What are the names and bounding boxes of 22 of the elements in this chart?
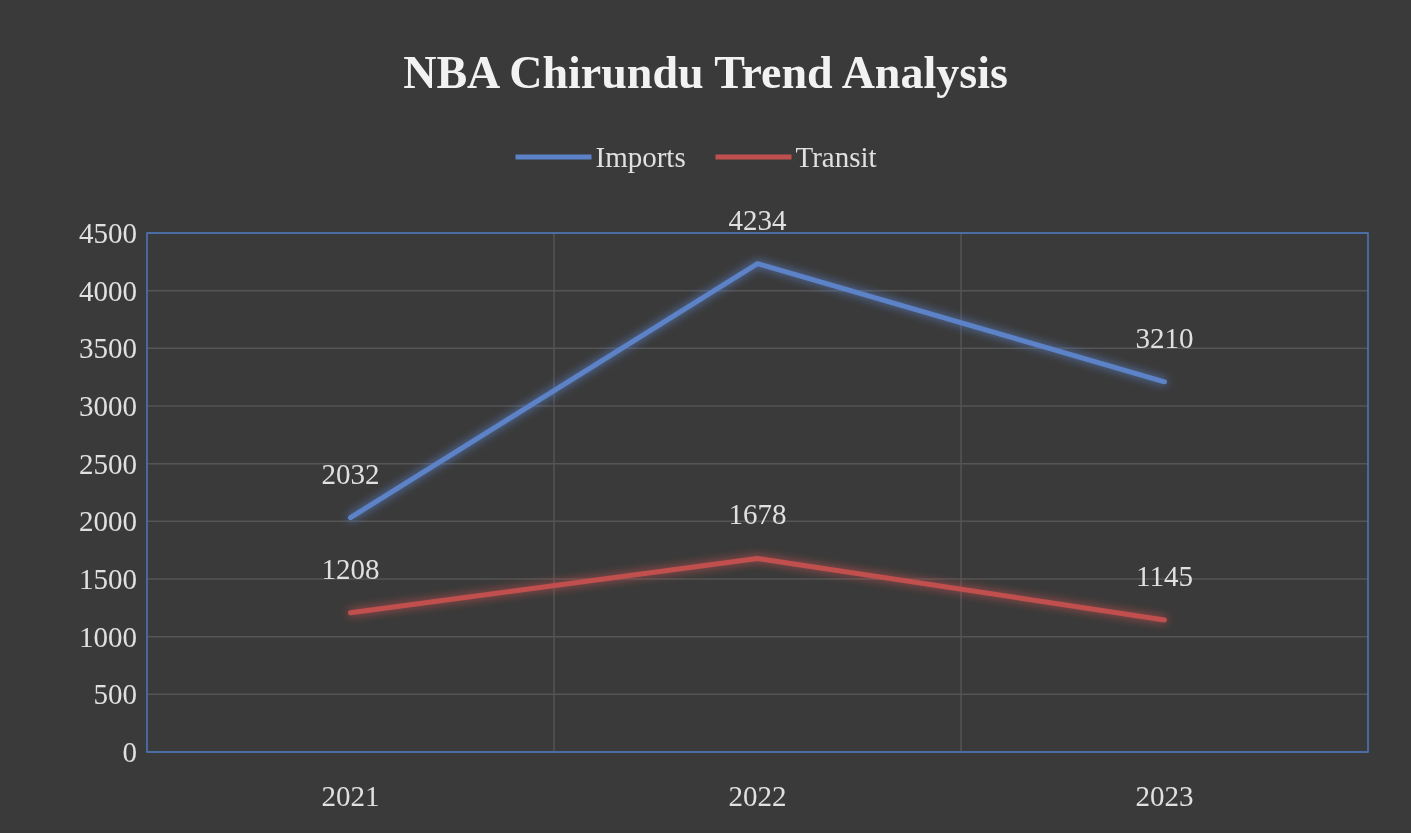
legend-label: Transit	[795, 141, 877, 173]
y-tick-label: 1000	[79, 620, 137, 653]
legend-label: Imports	[595, 141, 686, 173]
x-tick-label: 2023	[1135, 780, 1194, 812]
data-label: 4234	[728, 203, 787, 236]
data-label: 3210	[1135, 321, 1194, 354]
chart-title: NBA Chirundu Trend Analysis	[403, 47, 1008, 98]
y-tick-label: 3000	[79, 390, 137, 422]
y-tick-label: 3500	[79, 332, 137, 365]
x-tick-label: 2021	[321, 780, 380, 812]
y-tick-label: 0	[122, 736, 137, 768]
y-tick-label: 2000	[79, 505, 137, 538]
data-label: 1145	[1136, 559, 1193, 592]
y-tick-label: 4500	[79, 217, 137, 249]
data-label: 1208	[321, 552, 380, 585]
data-label: 1678	[728, 498, 787, 531]
x-tick-label: 2022	[728, 780, 787, 812]
y-tick-label: 500	[93, 678, 137, 711]
y-tick-label: 1500	[79, 563, 137, 595]
y-tick-label: 2500	[79, 447, 137, 480]
y-tick-label: 4000	[79, 274, 137, 307]
data-label: 2032	[321, 457, 380, 490]
